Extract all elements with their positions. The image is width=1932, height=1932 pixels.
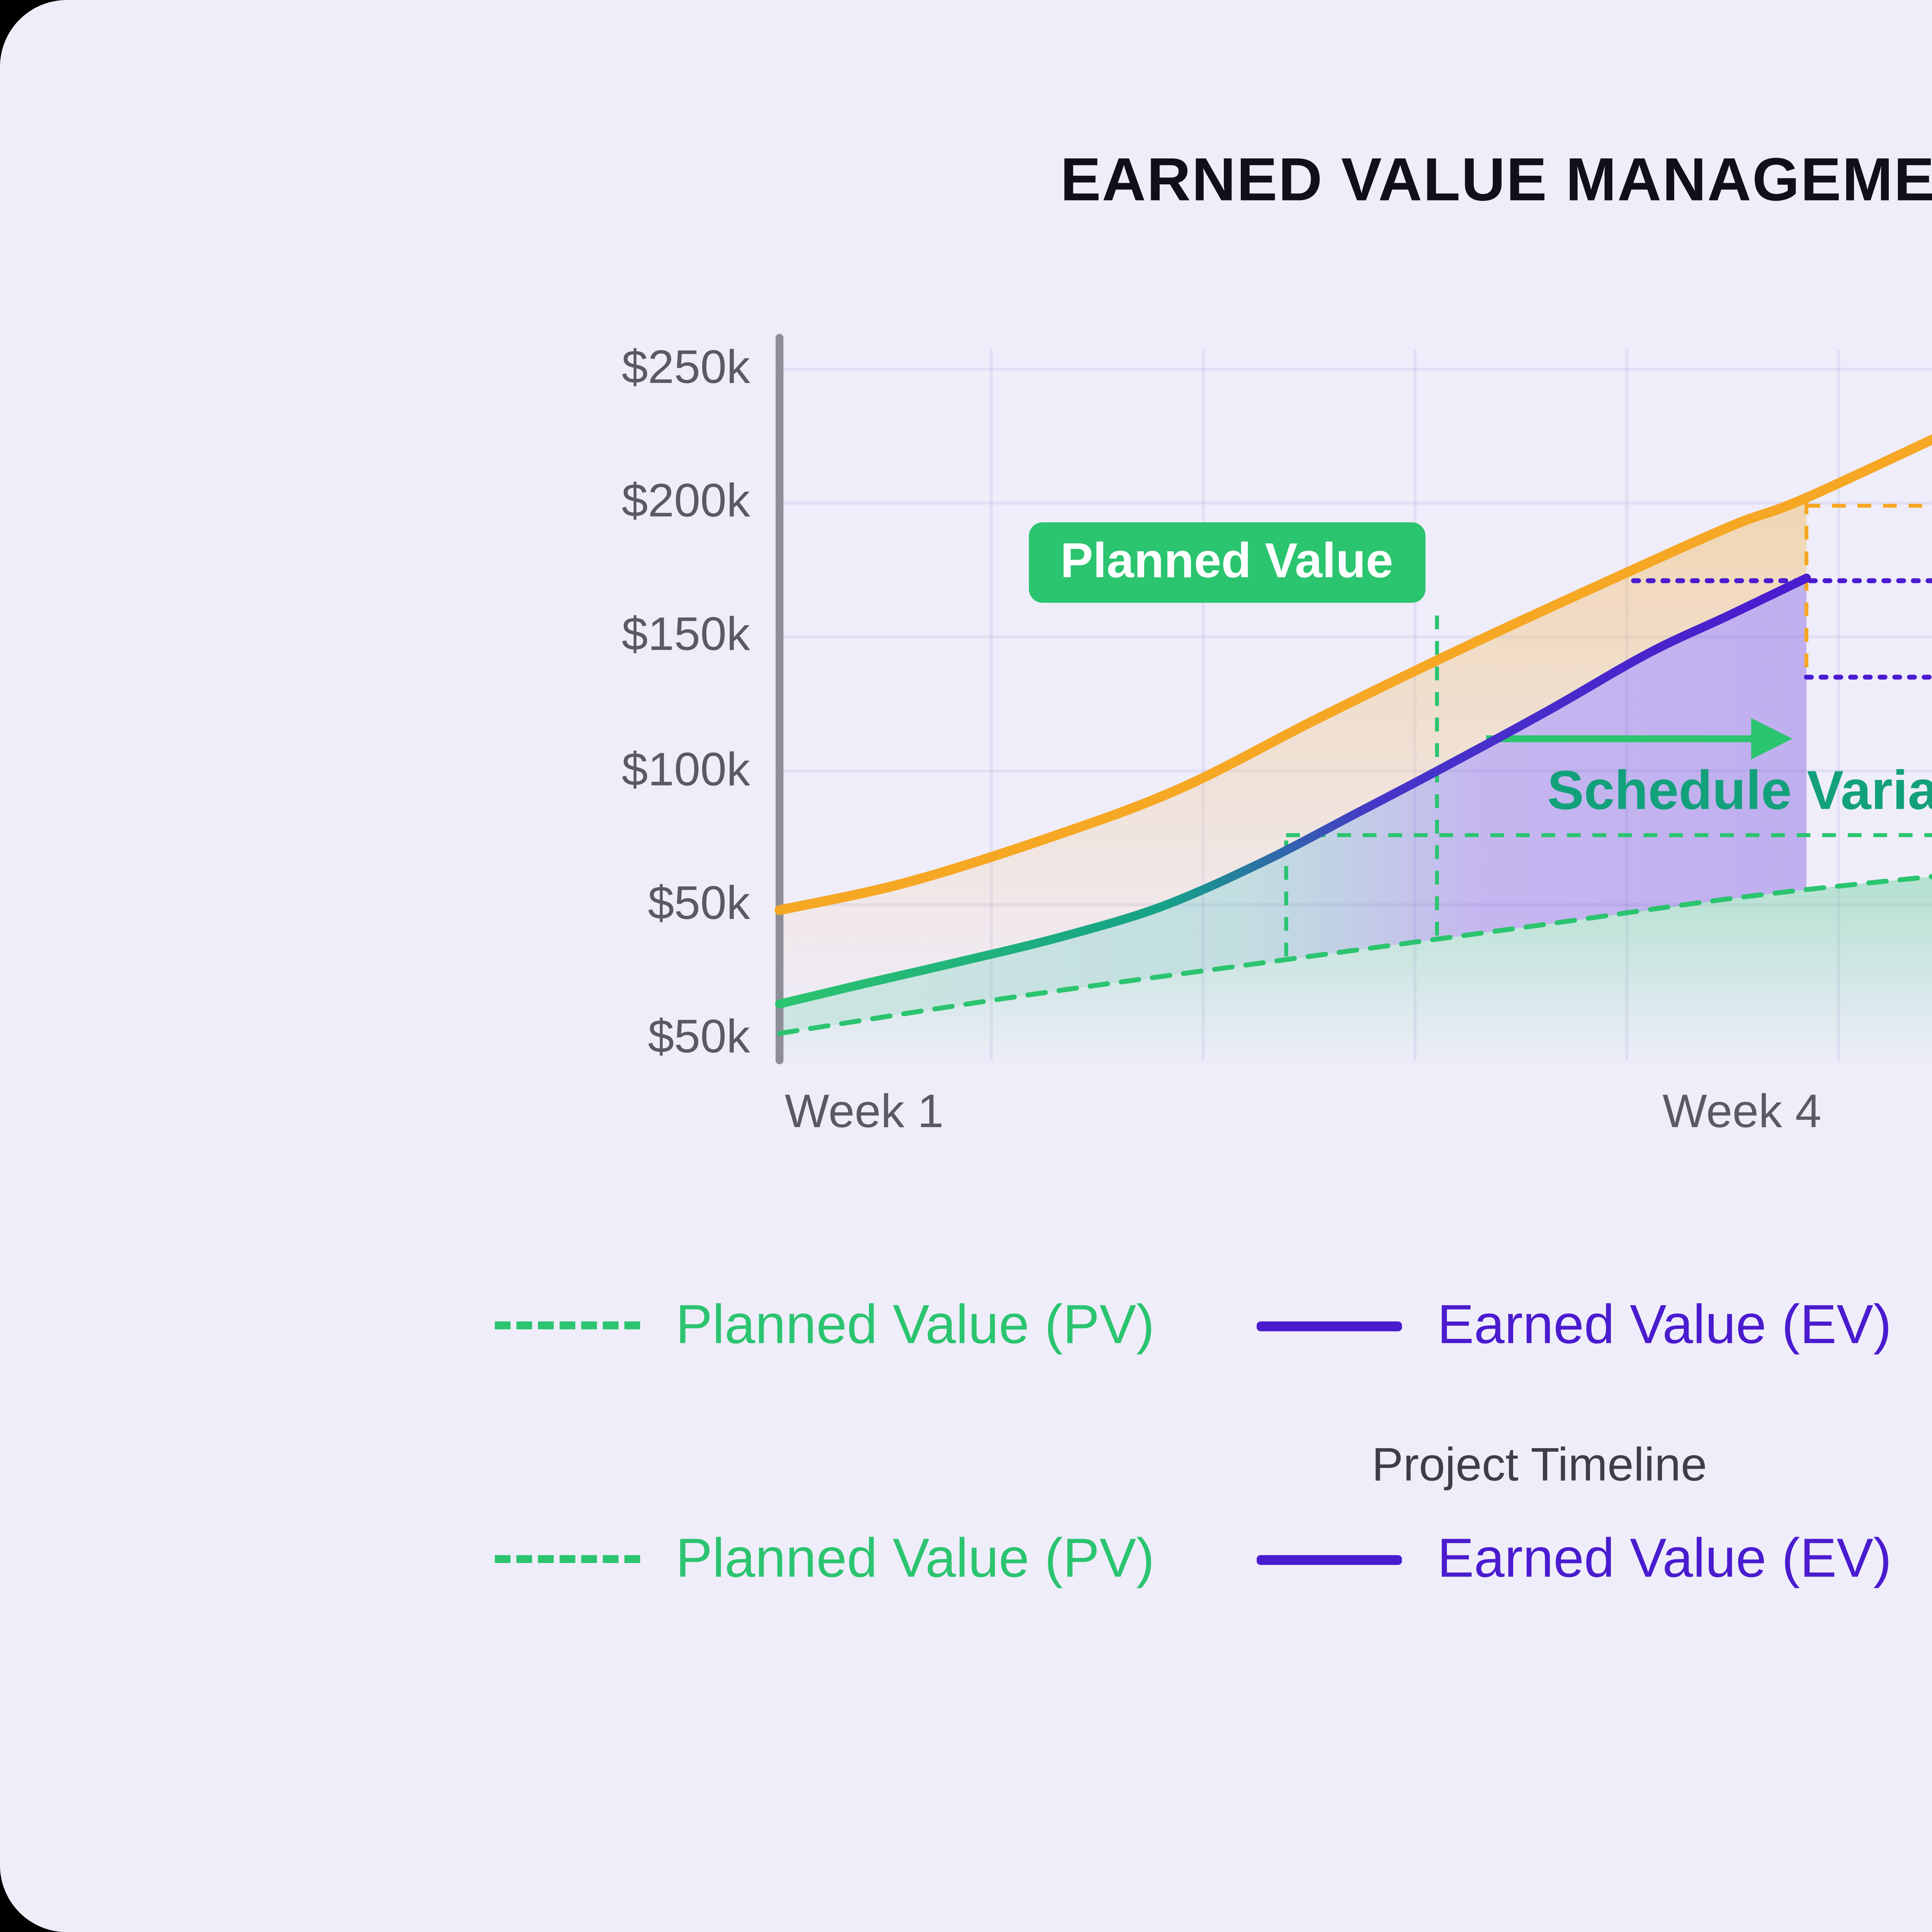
area-fill-ac	[779, 498, 1807, 1004]
legend-sample-ev-solid-line	[1257, 1320, 1402, 1330]
legend-label-ev: Earned Value (EV)	[1437, 1527, 1892, 1589]
legend-sample-pv-dashed-line	[495, 1321, 641, 1330]
legend-row-top: Planned Value (PV)Earned Value (EV)Actua…	[0, 1284, 1932, 1366]
chart-title: EARNED VALUE MANAGEMENT	[1060, 145, 1932, 214]
legend-label-ev: Earned Value (EV)	[1437, 1294, 1892, 1355]
schedule-variance-label: Schedule Variance	[1547, 760, 1932, 821]
legend-label-pv: Planned Value (PV)	[675, 1527, 1155, 1589]
legend-item-ev: Earned Value (EV)	[1257, 1527, 1891, 1590]
planned-value-badge-top: Planned Value	[1029, 522, 1425, 603]
x-axis-title: Project Timeline	[1372, 1439, 1707, 1493]
legend-item-ev: Earned Value (EV)	[1257, 1294, 1891, 1357]
ev-line	[775, 573, 1811, 1009]
ac-line	[774, 434, 1932, 915]
legend-sample-ev-solid-line	[1257, 1554, 1402, 1564]
area-fill-ev	[779, 578, 1807, 1034]
pv-line	[777, 874, 1932, 1036]
legend-sample-pv-dashed-line	[495, 1555, 641, 1563]
legend-row-bottom: Planned Value (PV)Earned Value (EV)Actua…	[0, 1518, 1932, 1600]
area-fill-pv	[779, 876, 1932, 1071]
legend-label-pv: Planned Value (PV)	[675, 1294, 1155, 1355]
legend-item-pv: Planned Value (PV)	[495, 1294, 1155, 1357]
legend-item-pv: Planned Value (PV)	[495, 1527, 1155, 1590]
